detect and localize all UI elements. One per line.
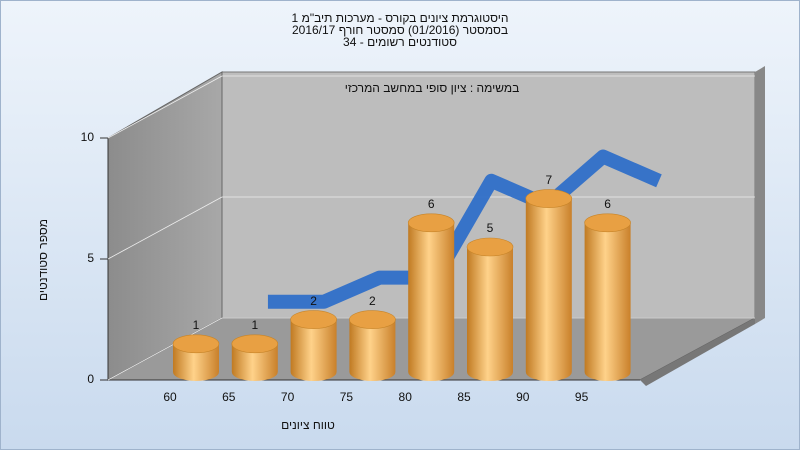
floor-edge bbox=[640, 318, 755, 386]
bar bbox=[525, 198, 572, 381]
data-label: 2 bbox=[310, 294, 317, 308]
x-tick-label: 60 bbox=[163, 390, 177, 404]
x-tick-label: 80 bbox=[399, 390, 413, 404]
data-label: 5 bbox=[487, 221, 494, 235]
data-label: 1 bbox=[193, 318, 200, 332]
data-label: 1 bbox=[251, 318, 258, 332]
bar bbox=[349, 319, 396, 381]
y-tick-label: 10 bbox=[81, 130, 95, 144]
trend-ribbon bbox=[267, 149, 662, 309]
x-axis-label: טווח ציונים bbox=[281, 418, 335, 432]
bar-top bbox=[407, 213, 455, 233]
wall-edge bbox=[755, 66, 765, 324]
x-tick-label: 65 bbox=[222, 390, 236, 404]
x-tick-label: 95 bbox=[575, 390, 589, 404]
bar bbox=[584, 222, 631, 381]
bar bbox=[467, 247, 513, 381]
bar-top bbox=[466, 237, 514, 257]
x-tick-label: 85 bbox=[457, 390, 471, 404]
bar bbox=[173, 343, 219, 381]
chart-title: סטודנטים רשומים - 34 bbox=[343, 35, 457, 49]
bar-top bbox=[584, 213, 631, 233]
grid-line bbox=[107, 196, 223, 260]
chart-title: בסמסטר (01/2016) סמסטר חורף 2016/17 bbox=[292, 23, 508, 37]
bar-top bbox=[349, 310, 396, 329]
bar-top bbox=[290, 310, 337, 329]
y-tick-label: 0 bbox=[87, 372, 94, 386]
grid-line bbox=[107, 75, 223, 139]
bar-top bbox=[231, 334, 279, 354]
grid-line bbox=[107, 317, 223, 381]
bar bbox=[290, 319, 337, 381]
chart-subtitle: במשימה : ציון סופי במחשב המרכזי bbox=[345, 81, 520, 95]
data-label: 7 bbox=[545, 173, 552, 187]
y-axis-label: מספר סטודנטים bbox=[36, 219, 50, 301]
y-tick-label: 5 bbox=[87, 251, 94, 265]
bar bbox=[231, 343, 278, 381]
bar-top bbox=[525, 189, 573, 208]
bar-top bbox=[172, 334, 220, 354]
data-label: 2 bbox=[369, 294, 376, 308]
x-tick-label: 75 bbox=[340, 390, 354, 404]
data-label: 6 bbox=[428, 197, 435, 211]
chart-title: היסטוגרמת ציונים בקורס - מערכות תיב"מ 1 bbox=[292, 11, 509, 25]
bar bbox=[408, 222, 455, 381]
x-tick-label: 70 bbox=[281, 390, 295, 404]
data-label: 6 bbox=[604, 197, 611, 211]
x-tick-label: 90 bbox=[516, 390, 530, 404]
